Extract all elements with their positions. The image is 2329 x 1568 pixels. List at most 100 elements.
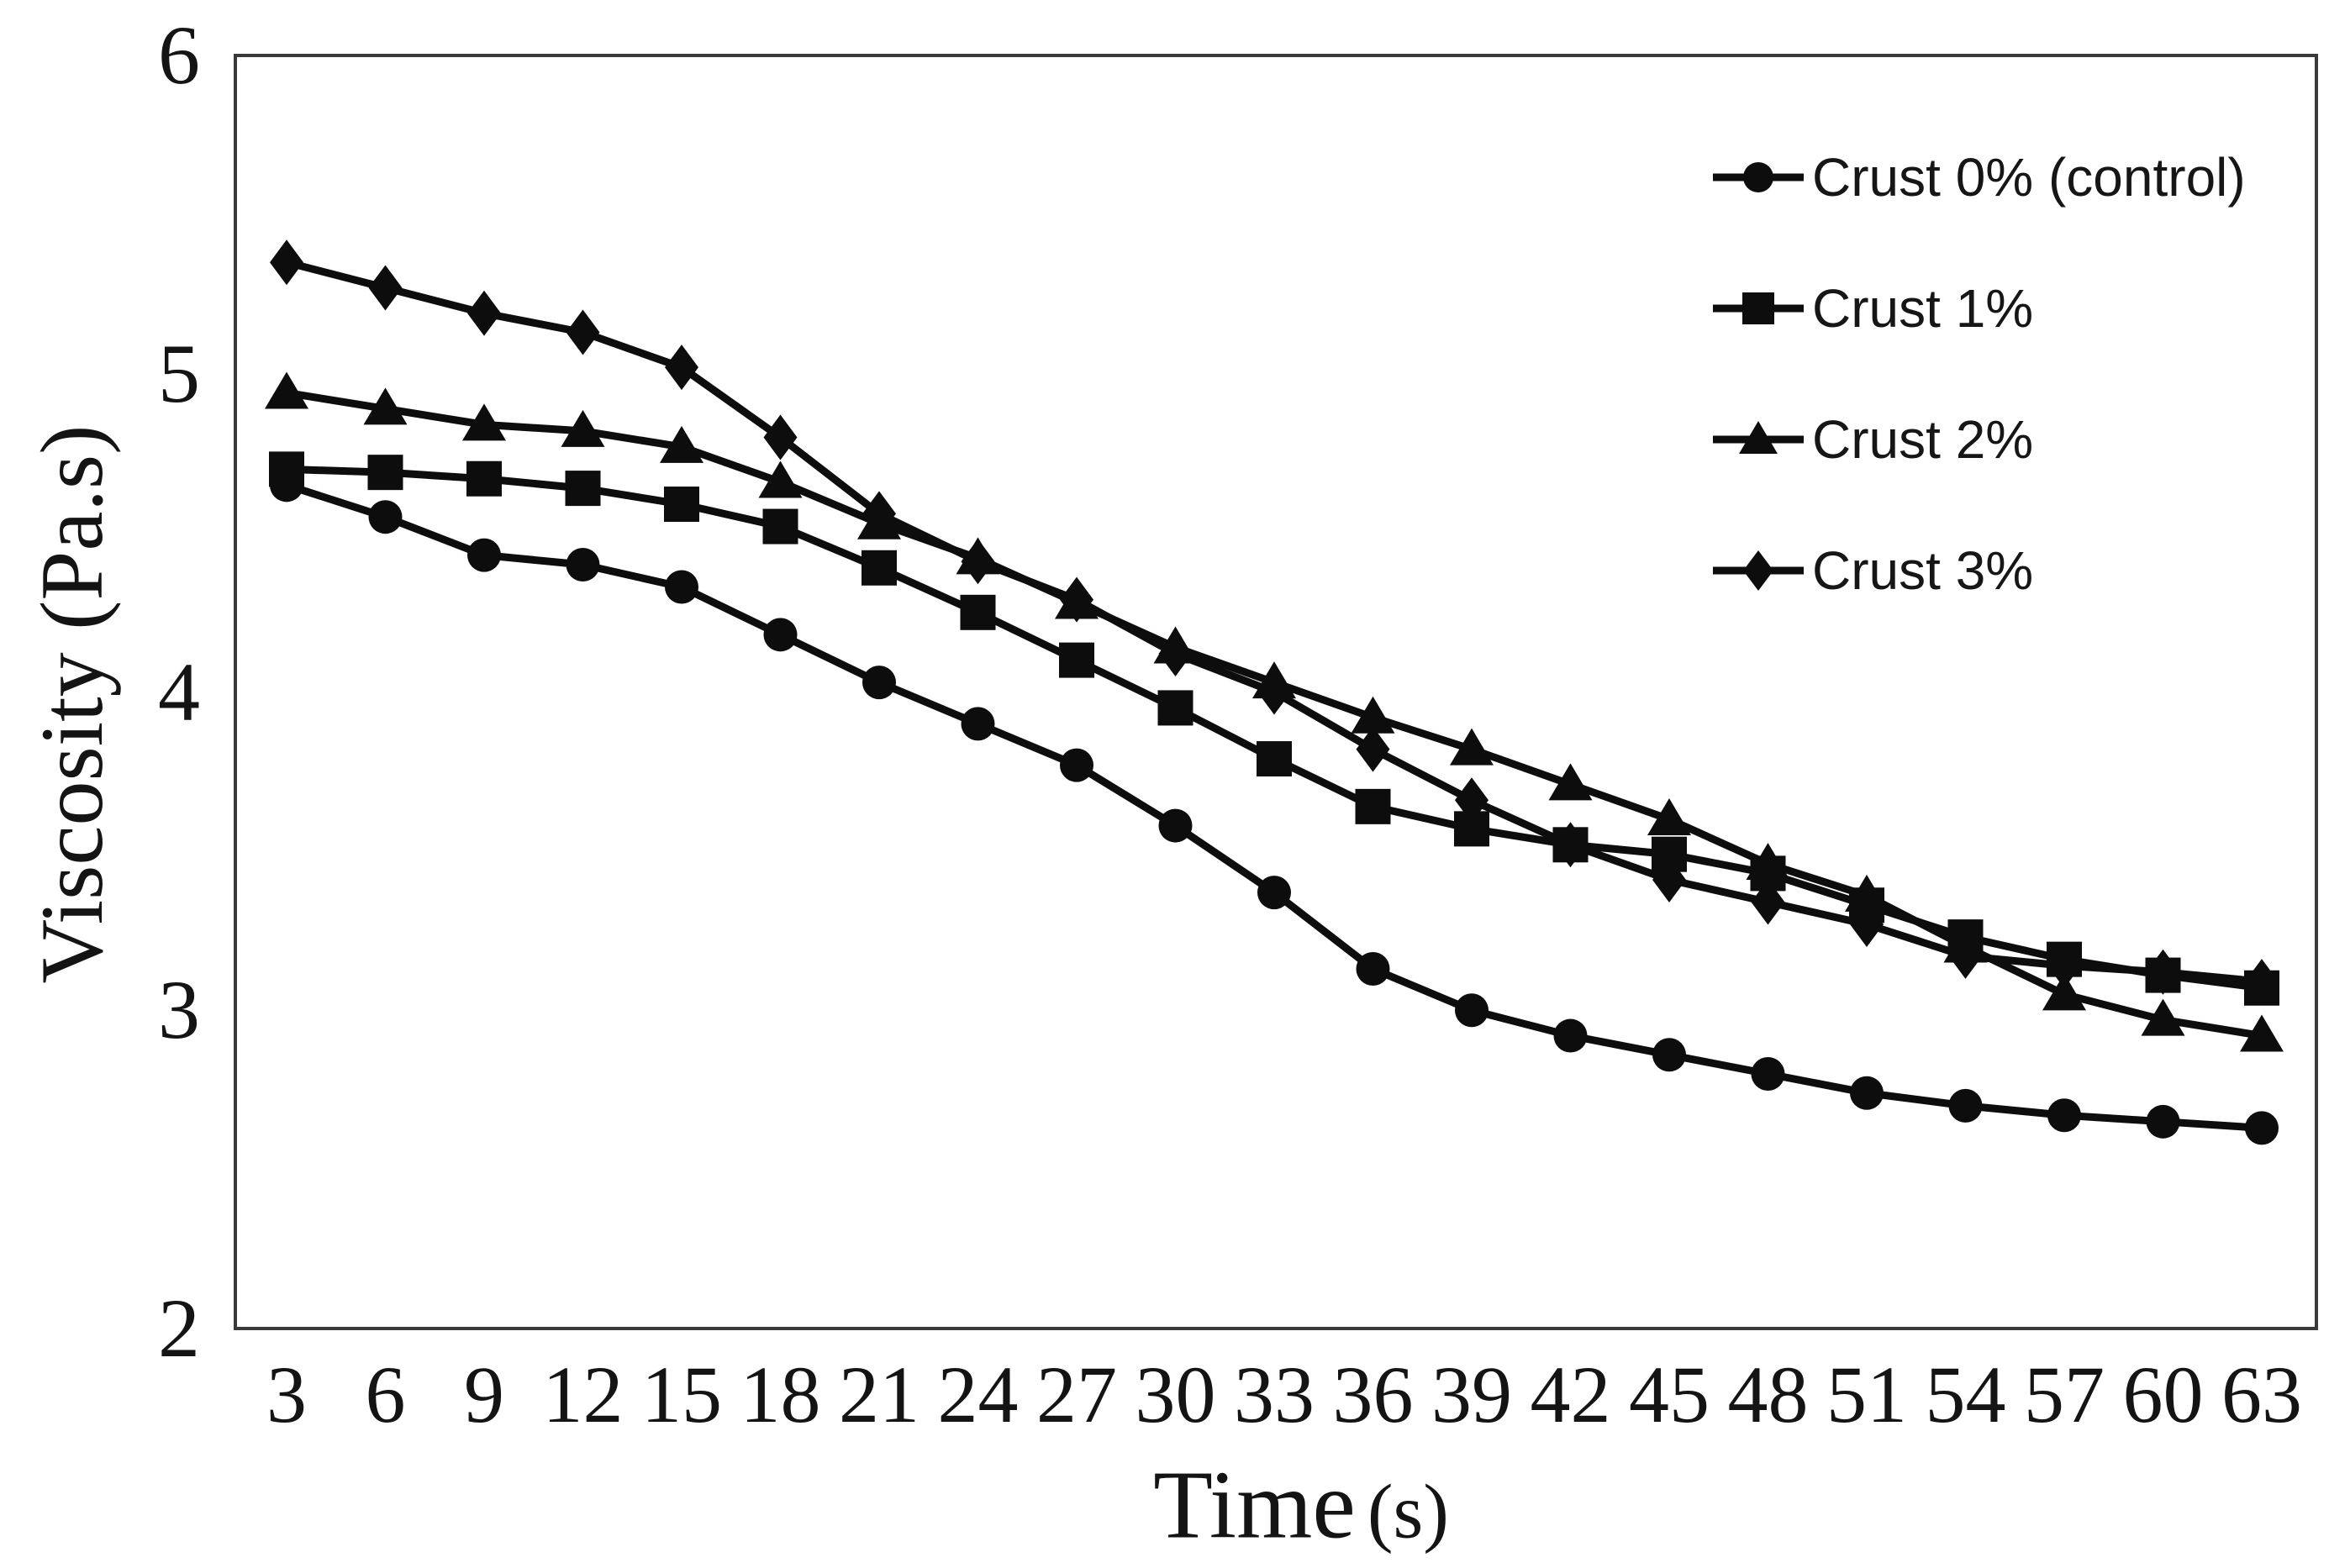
square-marker <box>862 550 897 586</box>
diamond-marker <box>2047 943 2081 989</box>
x-tick-label: 54 <box>1925 1350 2006 1439</box>
legend-label: Crust 2% <box>1812 409 2034 470</box>
square-marker <box>367 455 403 491</box>
circle-marker <box>368 500 403 534</box>
x-tick-label: 60 <box>2122 1350 2204 1439</box>
x-axis-title-unit: (s) <box>1367 1468 1449 1555</box>
triangle-marker <box>462 403 506 441</box>
x-tick-label: 51 <box>1826 1350 1907 1439</box>
triangle-marker <box>2240 1014 2284 1052</box>
diamond-marker <box>961 539 995 585</box>
triangle-marker <box>1845 874 1889 912</box>
x-tick-label: 33 <box>1234 1350 1315 1439</box>
square-marker <box>1742 292 1774 324</box>
square-marker <box>269 451 304 487</box>
x-tick-label: 39 <box>1431 1350 1512 1439</box>
circle-marker <box>665 570 698 604</box>
diamond-marker <box>1743 550 1773 591</box>
legend-label: Crust 1% <box>1812 278 2034 339</box>
diamond-marker <box>467 290 501 336</box>
triangle-marker <box>2141 998 2185 1036</box>
x-tick-label: 15 <box>641 1350 722 1439</box>
triangle-marker <box>1548 763 1593 801</box>
diamond-marker <box>1652 856 1686 902</box>
x-tick-label: 63 <box>2221 1350 2302 1439</box>
diamond-marker <box>270 239 303 286</box>
x-tick-label: 9 <box>464 1350 504 1439</box>
diamond-marker <box>1455 777 1489 823</box>
legend-marker-circle <box>1713 162 1804 192</box>
x-tick-label: 21 <box>839 1350 919 1439</box>
triangle-marker <box>2042 973 2086 1011</box>
circle-marker <box>1553 1018 1588 1053</box>
square-marker <box>1059 642 1094 678</box>
square-marker <box>1157 690 1193 726</box>
triangle-marker <box>1746 843 1790 881</box>
diamond-marker <box>1751 879 1785 925</box>
legend-label: Crust 0% (control) <box>1812 147 2246 208</box>
diamond-marker <box>368 265 403 311</box>
y-tick-label: 4 <box>158 645 200 739</box>
legend-item-crust-1: Crust 1% <box>1711 277 2033 339</box>
circle-marker <box>1850 1076 1884 1110</box>
legend-marker-diamond <box>1713 550 1804 591</box>
circle-marker <box>763 618 798 652</box>
legend-label: Crust 3% <box>1812 540 2034 601</box>
square-marker <box>466 460 502 497</box>
diamond-marker <box>2245 959 2279 1005</box>
series-crust-3 <box>270 239 2279 1005</box>
plot-border <box>234 54 2318 1330</box>
diamond-marker <box>566 309 600 355</box>
triangle-marker <box>660 425 703 463</box>
series-crust-1 <box>269 451 2279 1006</box>
circle-marker <box>467 538 501 572</box>
diamond-marker <box>1356 726 1390 772</box>
circle-marker <box>1751 1057 1785 1091</box>
circle-marker <box>862 666 896 700</box>
y-tick-label: 6 <box>158 8 200 102</box>
circle-marker <box>1257 876 1291 910</box>
circle-marker <box>2047 1098 2081 1133</box>
triangle-marker <box>1647 798 1691 835</box>
diamond-marker <box>763 414 798 460</box>
circle-marker <box>1652 1038 1686 1072</box>
triangle-marker <box>1450 728 1494 766</box>
circle-marker <box>2146 1104 2180 1139</box>
square-marker <box>960 594 996 630</box>
x-tick-label: 45 <box>1629 1350 1710 1439</box>
x-tick-label: 3 <box>266 1350 307 1439</box>
circle-marker <box>1060 748 1093 782</box>
diamond-marker <box>862 491 896 537</box>
legend-marker-triangle <box>1713 421 1804 454</box>
circle-marker <box>1743 162 1773 192</box>
y-tick-label: 5 <box>158 326 200 420</box>
circle-marker <box>961 707 995 741</box>
triangle-marker <box>265 371 308 409</box>
triangle-marker <box>561 409 605 447</box>
x-tick-label: 27 <box>1036 1350 1117 1439</box>
x-tick-label: 30 <box>1135 1350 1216 1439</box>
legend-item-crust-2: Crust 2% <box>1711 408 2033 471</box>
circle-marker <box>1948 1088 1983 1123</box>
triangle-marker <box>1739 421 1778 454</box>
diamond-marker <box>1060 576 1093 623</box>
y-tick-label: 3 <box>158 963 200 1057</box>
triangle-marker <box>1351 696 1395 734</box>
x-axis-title: Time (s) <box>1153 1450 1449 1562</box>
x-tick-label: 24 <box>937 1350 1019 1439</box>
circle-marker <box>1158 808 1193 843</box>
square-marker <box>762 508 798 545</box>
x-tick-label: 36 <box>1332 1350 1414 1439</box>
x-tick-label: 18 <box>740 1350 821 1439</box>
x-tick-label: 48 <box>1727 1350 1809 1439</box>
legend-marker-square <box>1713 292 1804 324</box>
legend-item-crust-3: Crust 3% <box>1711 539 2033 602</box>
diamond-marker <box>1850 901 1884 947</box>
x-tick-label: 12 <box>542 1350 624 1439</box>
square-marker <box>664 487 699 523</box>
square-marker <box>1257 741 1292 777</box>
circle-marker <box>566 548 600 581</box>
diamond-marker <box>2146 949 2180 995</box>
